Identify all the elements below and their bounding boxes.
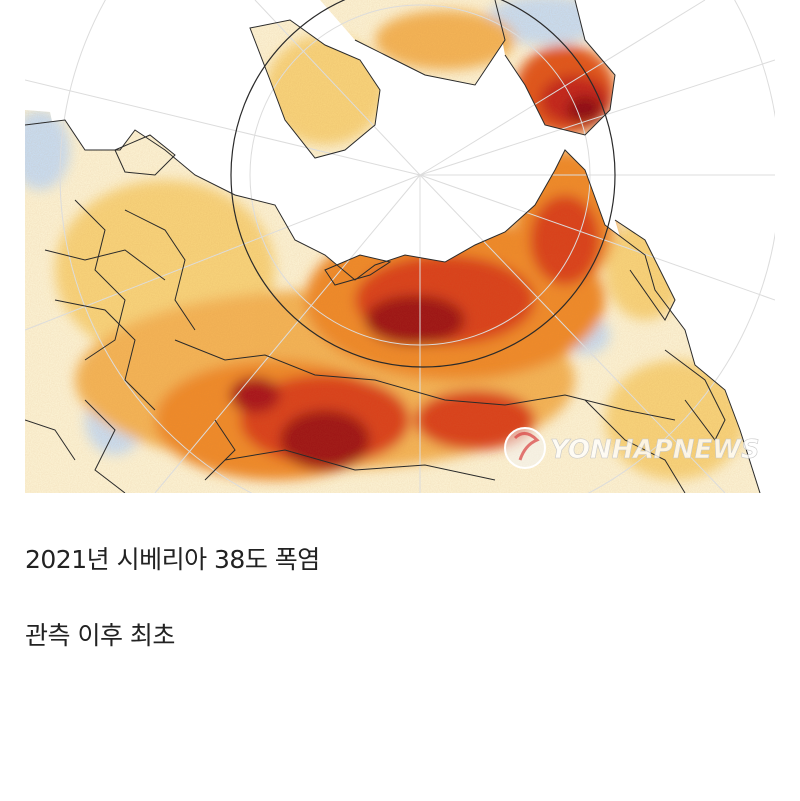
map-canvas: YONHAPNEWS: [25, 0, 775, 493]
yonhap-logo: YONHAPNEWS: [504, 427, 760, 469]
heatwave-map: YONHAPNEWS: [25, 0, 775, 493]
arctic-circle: [230, 0, 616, 368]
watermark-text: YONHAPNEWS: [550, 435, 760, 465]
caption-subline: 관측 이후 최초: [25, 621, 175, 650]
graticule: [25, 0, 775, 493]
country-borders: [25, 0, 761, 493]
caption-headline: 2021년 시베리아 38도 폭염: [25, 545, 320, 574]
